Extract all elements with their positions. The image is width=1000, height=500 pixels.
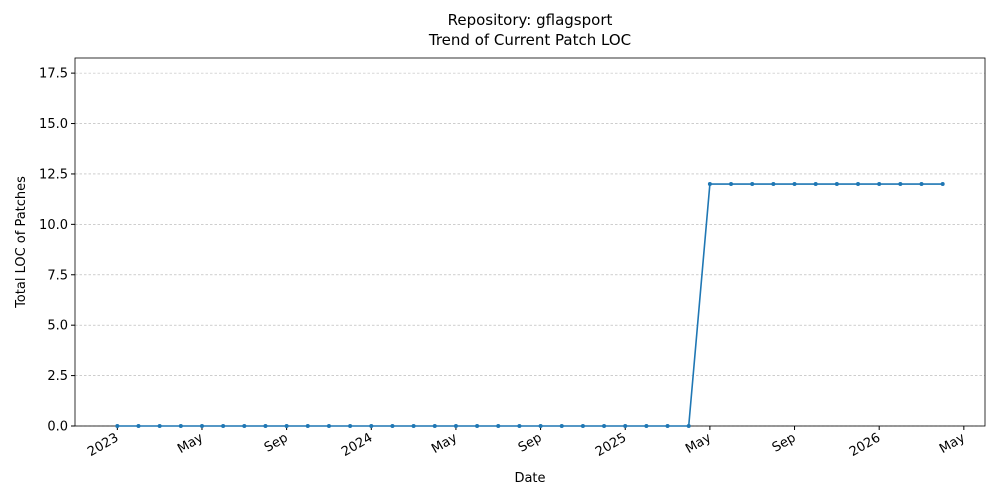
point (453, 424, 458, 428)
x-axis-label: Date (514, 471, 545, 486)
point (157, 424, 162, 428)
point (517, 424, 522, 428)
line (117, 183, 943, 427)
point (284, 424, 289, 428)
point (496, 424, 501, 428)
y-tick-label: 5.0 (47, 319, 68, 334)
y-tick-label: 12.5 (39, 167, 68, 182)
y-tick-label: 17.5 (39, 67, 68, 82)
point (813, 182, 818, 187)
point (178, 424, 183, 428)
point (305, 424, 310, 428)
point (686, 424, 691, 428)
point (411, 424, 416, 428)
point (750, 182, 755, 187)
chart-title: Repository: gflagsport (448, 11, 613, 29)
point (221, 424, 226, 428)
chart-subtitle: Trend of Current Patch LOC (428, 31, 631, 49)
point (834, 182, 839, 187)
point (877, 182, 882, 187)
point (390, 424, 395, 428)
point (707, 182, 712, 187)
point (475, 424, 480, 428)
point (940, 182, 945, 187)
point (369, 424, 374, 428)
point (898, 182, 903, 187)
point (729, 182, 734, 187)
point (856, 182, 861, 187)
point (199, 424, 204, 428)
y-tick-label: 0.0 (47, 420, 68, 435)
point (792, 182, 797, 187)
point (242, 424, 247, 428)
y-tick-label: 10.0 (39, 218, 68, 233)
point (644, 424, 649, 428)
point (136, 424, 141, 428)
point (432, 424, 437, 428)
point (263, 424, 268, 428)
point (623, 424, 628, 428)
point (602, 424, 607, 428)
point (580, 424, 585, 428)
point (348, 424, 353, 428)
y-tick-label: 2.5 (47, 369, 68, 384)
point (919, 182, 924, 187)
point (538, 424, 543, 428)
point (665, 424, 670, 428)
point (115, 424, 120, 428)
y-tick-label: 7.5 (47, 268, 68, 283)
point (326, 424, 331, 428)
point (559, 424, 564, 428)
y-axis-label: Total LOC of Patches (14, 176, 29, 309)
y-tick-label: 15.0 (39, 117, 68, 132)
point (771, 182, 776, 187)
